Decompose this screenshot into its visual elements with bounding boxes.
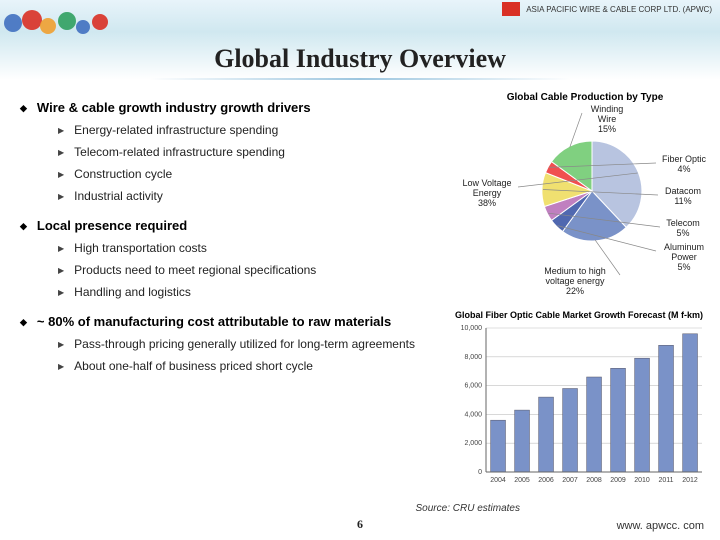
title-underline xyxy=(150,78,570,80)
list-item: ▶ About one-half of business priced short… xyxy=(58,359,450,374)
bar-chart-area: Global Fiber Optic Cable Market Growth F… xyxy=(450,310,708,498)
page-number: 6 xyxy=(357,517,363,532)
sub-list: ▶ High transportation costs ▶ Products need… xyxy=(58,241,450,300)
bar-chart-title: Global Fiber Optic Cable Market Growth F… xyxy=(450,310,708,320)
triangle-bullet-icon: ▶ xyxy=(58,148,64,160)
pie-chart-title: Global Cable Production by Type xyxy=(462,92,708,103)
pie-slice-label: Medium to high voltage energy22% xyxy=(530,267,620,297)
svg-text:2005: 2005 xyxy=(514,477,530,484)
diamond-bullet-icon: ◆ xyxy=(20,103,27,115)
svg-text:2010: 2010 xyxy=(634,477,650,484)
svg-text:6,000: 6,000 xyxy=(464,383,482,390)
triangle-bullet-icon: ▶ xyxy=(58,362,64,374)
svg-text:0: 0 xyxy=(478,469,482,476)
list-item-text: Energy-related infrastructure spending xyxy=(74,123,278,138)
triangle-bullet-icon: ▶ xyxy=(58,266,64,278)
pie-slice-label: Winding Wire15% xyxy=(582,105,632,135)
pie-chart: Low Voltage Energy38%Medium to high volt… xyxy=(462,107,708,297)
list-item-text: Products need to meet regional specifica… xyxy=(74,263,316,278)
list-item: ▶ Energy-related infrastructure spending xyxy=(58,123,450,138)
section-heading: ◆ ~ 80% of manufacturing cost attributabl… xyxy=(20,314,450,329)
list-item-text: High transportation costs xyxy=(74,241,207,256)
company-logo: ASIA PACIFIC WIRE & CABLE CORP LTD. (APW… xyxy=(502,2,712,16)
triangle-bullet-icon: ▶ xyxy=(58,288,64,300)
triangle-bullet-icon: ▶ xyxy=(58,244,64,256)
list-item: ▶ Construction cycle xyxy=(58,167,450,182)
sub-list: ▶ Pass-through pricing generally utilized… xyxy=(58,337,450,374)
page-title: Global Industry Overview xyxy=(0,44,720,74)
section: ◆ Local presence required ▶ High transporta… xyxy=(20,218,450,300)
triangle-bullet-icon: ▶ xyxy=(58,340,64,352)
list-item: ▶ High transportation costs xyxy=(58,241,450,256)
main-content: ◆ Wire & cable growth industry growth dri… xyxy=(20,100,450,388)
svg-text:2006: 2006 xyxy=(538,477,554,484)
section: ◆ ~ 80% of manufacturing cost attributabl… xyxy=(20,314,450,374)
section-heading-text: Local presence required xyxy=(37,218,187,233)
list-item: ▶ Handling and logistics xyxy=(58,285,450,300)
pie-slice-label: Datacom11% xyxy=(658,187,708,207)
source-text: Source: CRU estimates xyxy=(416,503,520,514)
svg-text:8,000: 8,000 xyxy=(464,354,482,361)
section-heading-text: ~ 80% of manufacturing cost attributable… xyxy=(37,314,391,329)
list-item-text: About one-half of business priced short … xyxy=(74,359,313,374)
triangle-bullet-icon: ▶ xyxy=(58,170,64,182)
sub-list: ▶Energy-related infrastructure spending▶… xyxy=(58,123,450,204)
triangle-bullet-icon: ▶ xyxy=(58,126,64,138)
svg-text:2004: 2004 xyxy=(490,477,506,484)
list-item-text: Handling and logistics xyxy=(74,285,191,300)
svg-text:2007: 2007 xyxy=(562,477,578,484)
logo-icon xyxy=(502,2,520,16)
list-item: ▶ Telecom-related infrastructure spending xyxy=(58,145,450,160)
list-item: ▶ Products need to meet regional specific… xyxy=(58,263,450,278)
svg-text:2012: 2012 xyxy=(682,477,698,484)
section: ◆ Wire & cable growth industry growth dri… xyxy=(20,100,450,204)
company-name: ASIA PACIFIC WIRE & CABLE CORP LTD. (APW… xyxy=(526,5,712,14)
list-item-text: Pass-through pricing generally utilized … xyxy=(74,337,415,352)
triangle-bullet-icon: ▶ xyxy=(58,192,64,204)
section-heading: ◆ Local presence required xyxy=(20,218,450,233)
svg-text:2,000: 2,000 xyxy=(464,440,482,447)
pie-slice-label: Fiber Optic4% xyxy=(656,155,712,175)
list-item-text: Industrial activity xyxy=(74,189,163,204)
pie-chart-area: Global Cable Production by Type Low Volt… xyxy=(462,92,708,302)
svg-text:2011: 2011 xyxy=(658,477,673,484)
svg-text:4,000: 4,000 xyxy=(464,411,482,418)
list-item-text: Construction cycle xyxy=(74,167,172,182)
section-heading-text: Wire & cable growth industry growth driv… xyxy=(37,100,311,115)
site-url: www. apwcc. com xyxy=(617,520,704,532)
svg-text:2009: 2009 xyxy=(610,477,626,484)
pie-slice-label: Aluminum Power5% xyxy=(656,243,712,273)
list-item-text: Telecom-related infrastructure spending xyxy=(74,145,285,160)
list-item: ▶ Pass-through pricing generally utilized… xyxy=(58,337,450,352)
pie-slice-label: Low Voltage Energy38% xyxy=(456,179,518,209)
diamond-bullet-icon: ◆ xyxy=(20,317,27,329)
bar-chart: 0 2,000 4,000 6,000 8,000 10,000 2004 2005 2006 2… xyxy=(450,322,708,492)
diamond-bullet-icon: ◆ xyxy=(20,221,27,233)
list-item: ▶ Industrial activity xyxy=(58,189,450,204)
svg-text:2008: 2008 xyxy=(586,477,602,484)
pie-slice-label: Telecom5% xyxy=(660,219,706,239)
section-heading: ◆ Wire & cable growth industry growth dri… xyxy=(20,100,450,115)
svg-text:10,000: 10,000 xyxy=(461,325,483,332)
